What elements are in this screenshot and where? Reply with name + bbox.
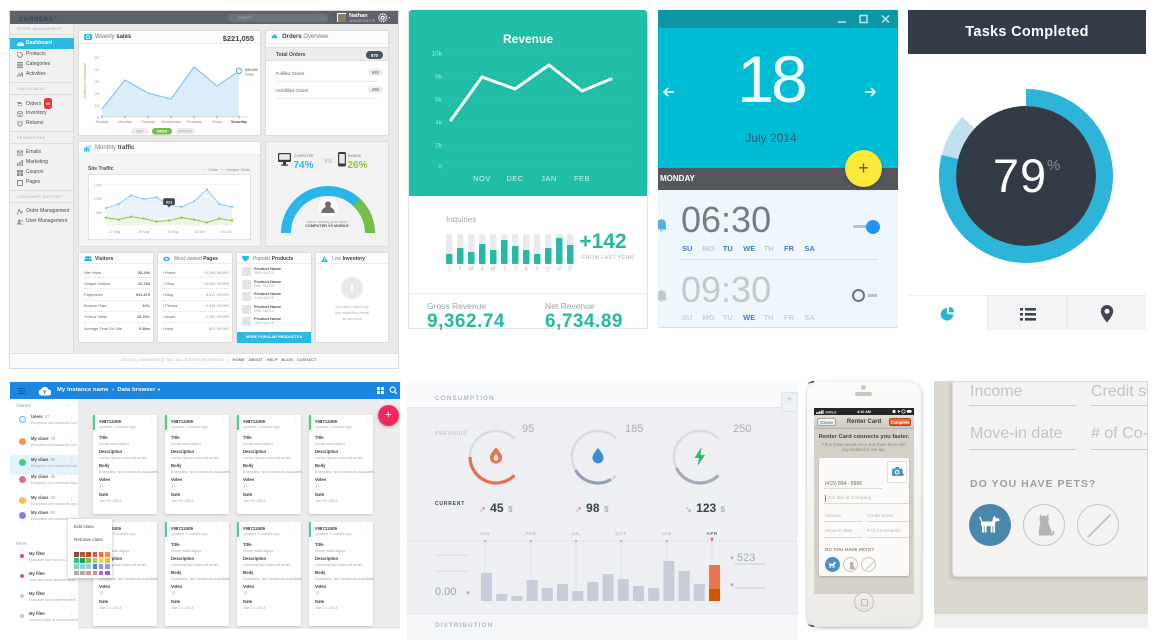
svg-text:APR: APR [706,531,717,536]
svg-text:40: 40 [95,67,100,72]
svg-text:34West: 34West [825,410,836,413]
svg-text:COMPUTER: COMPUTER [294,154,314,158]
svg-text:IAN: IAN [662,531,671,536]
svg-text:A: A [525,267,529,273]
svg-text:10k: 10k [432,51,443,58]
svg-text:923: 923 [166,199,172,204]
svg-text:500: 500 [96,211,102,215]
svg-text:▼: ▼ [729,583,735,589]
svg-text:04 Jun: 04 Jun [221,230,232,234]
svg-text:WEEK: WEEK [157,130,168,134]
svg-text:02 Jun: 02 Jun [195,230,206,234]
svg-text:IUL: IUL [572,531,581,536]
svg-text:OCT: OCT [615,531,626,536]
svg-text:0: 0 [97,115,100,120]
svg-text:Dollars in Thousand: Dollars in Thousand [82,63,87,99]
svg-text:26%: 26% [348,160,368,171]
svg-text:IAN: IAN [480,531,489,536]
svg-text:▼: ▼ [465,591,471,597]
svg-text:DAY: DAY [136,130,144,134]
svg-text:523: 523 [737,552,755,564]
svg-text:N: N [557,267,561,273]
svg-text:Thursday: Thursday [186,120,202,124]
svg-text:31 May: 31 May [167,230,179,234]
svg-text:74%: 74% [294,160,314,171]
svg-text:▼: ▼ [729,556,735,562]
svg-text:30: 30 [95,79,100,84]
svg-text:M: M [491,267,495,273]
svg-text:NOV: NOV [473,174,491,183]
svg-text:APR: APR [526,531,537,536]
svg-text:2k: 2k [435,143,443,150]
svg-text:S: S [536,267,540,273]
svg-text:79: 79 [993,149,1047,202]
svg-text:%: % [1047,157,1060,174]
svg-text:8k: 8k [435,74,443,81]
svg-text:50: 50 [95,55,100,60]
svg-text:Wednesday: Wednesday [161,120,181,124]
svg-text:O: O [546,267,550,273]
svg-text:D: D [568,267,572,273]
svg-text:1,000: 1,000 [93,197,102,201]
svg-text:M: M [469,267,473,273]
svg-text:Saturday: Saturday [231,120,248,124]
svg-text:Tuesday: Tuesday [141,120,156,124]
svg-text:J: J [503,267,506,273]
svg-text:0.00: 0.00 [435,586,456,598]
svg-text:JAN: JAN [541,174,557,183]
svg-text:DEC: DEC [506,174,523,183]
svg-text:Monday: Monday [118,120,132,124]
svg-text:MOBILE: MOBILE [348,154,362,158]
svg-text:10: 10 [95,103,100,108]
svg-text:J: J [448,267,451,273]
svg-text:J: J [514,267,517,273]
svg-text:Sunday: Sunday [96,120,109,124]
svg-text:29 May: 29 May [138,230,150,234]
svg-text:F: F [459,267,462,273]
svg-text:20: 20 [95,91,100,96]
svg-text:MONTH: MONTH [178,130,192,134]
svg-text:1,500: 1,500 [93,184,102,188]
svg-text:27 May: 27 May [109,230,121,234]
svg-text:FEB: FEB [574,174,590,183]
svg-text:VS: VS [324,159,332,165]
svg-text:today: today [245,73,254,77]
svg-text:Friday: Friday [212,120,223,124]
svg-text:6k: 6k [435,97,443,104]
svg-text:4k: 4k [435,120,443,127]
svg-text:$39,000: $39,000 [245,68,258,72]
svg-text:A: A [481,267,485,273]
svg-text:0: 0 [438,164,442,171]
